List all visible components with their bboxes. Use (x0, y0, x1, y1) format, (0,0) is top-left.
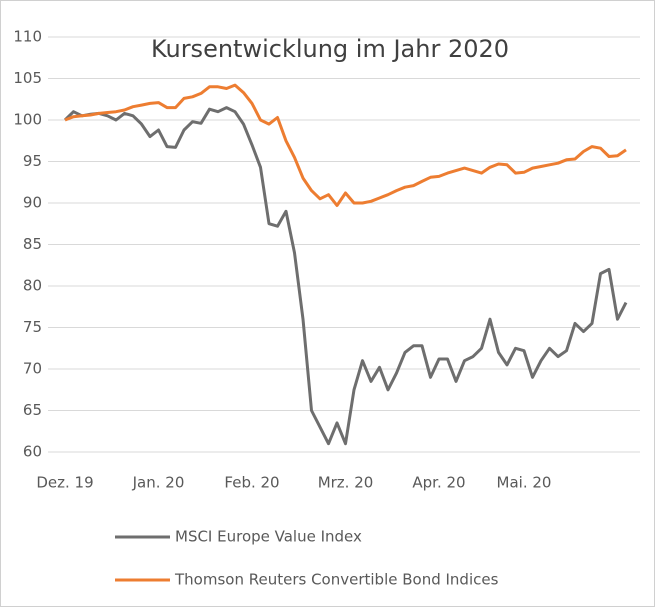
legend-label: Thomson Reuters Convertible Bond Indices (174, 571, 499, 589)
x-tick-label: Jan. 20 (132, 474, 185, 492)
y-tick-label: 100 (13, 111, 42, 129)
series-line (64, 83, 627, 207)
x-tick-label: Dez. 19 (36, 474, 93, 492)
y-tick-label: 110 (13, 28, 42, 46)
chart-title: Kursentwicklung im Jahr 2020 (151, 35, 509, 63)
y-tick-label: 85 (23, 235, 42, 253)
y-tick-label: 60 (23, 443, 42, 461)
y-tick-label: 80 (23, 277, 42, 295)
y-tick-label: 75 (23, 318, 42, 336)
series-line (63, 106, 628, 446)
x-tick-label: Mrz. 20 (318, 474, 374, 492)
y-tick-label: 65 (23, 401, 42, 419)
x-tick-label: Feb. 20 (224, 474, 279, 492)
x-tick-label: Mai. 20 (497, 474, 552, 492)
y-tick-label: 90 (23, 194, 42, 212)
x-tick-label: Apr. 20 (412, 474, 465, 492)
y-tick-label: 105 (13, 69, 42, 87)
legend-label: MSCI Europe Value Index (175, 528, 362, 546)
y-tick-label: 95 (23, 152, 42, 170)
y-tick-label: 70 (23, 360, 42, 378)
